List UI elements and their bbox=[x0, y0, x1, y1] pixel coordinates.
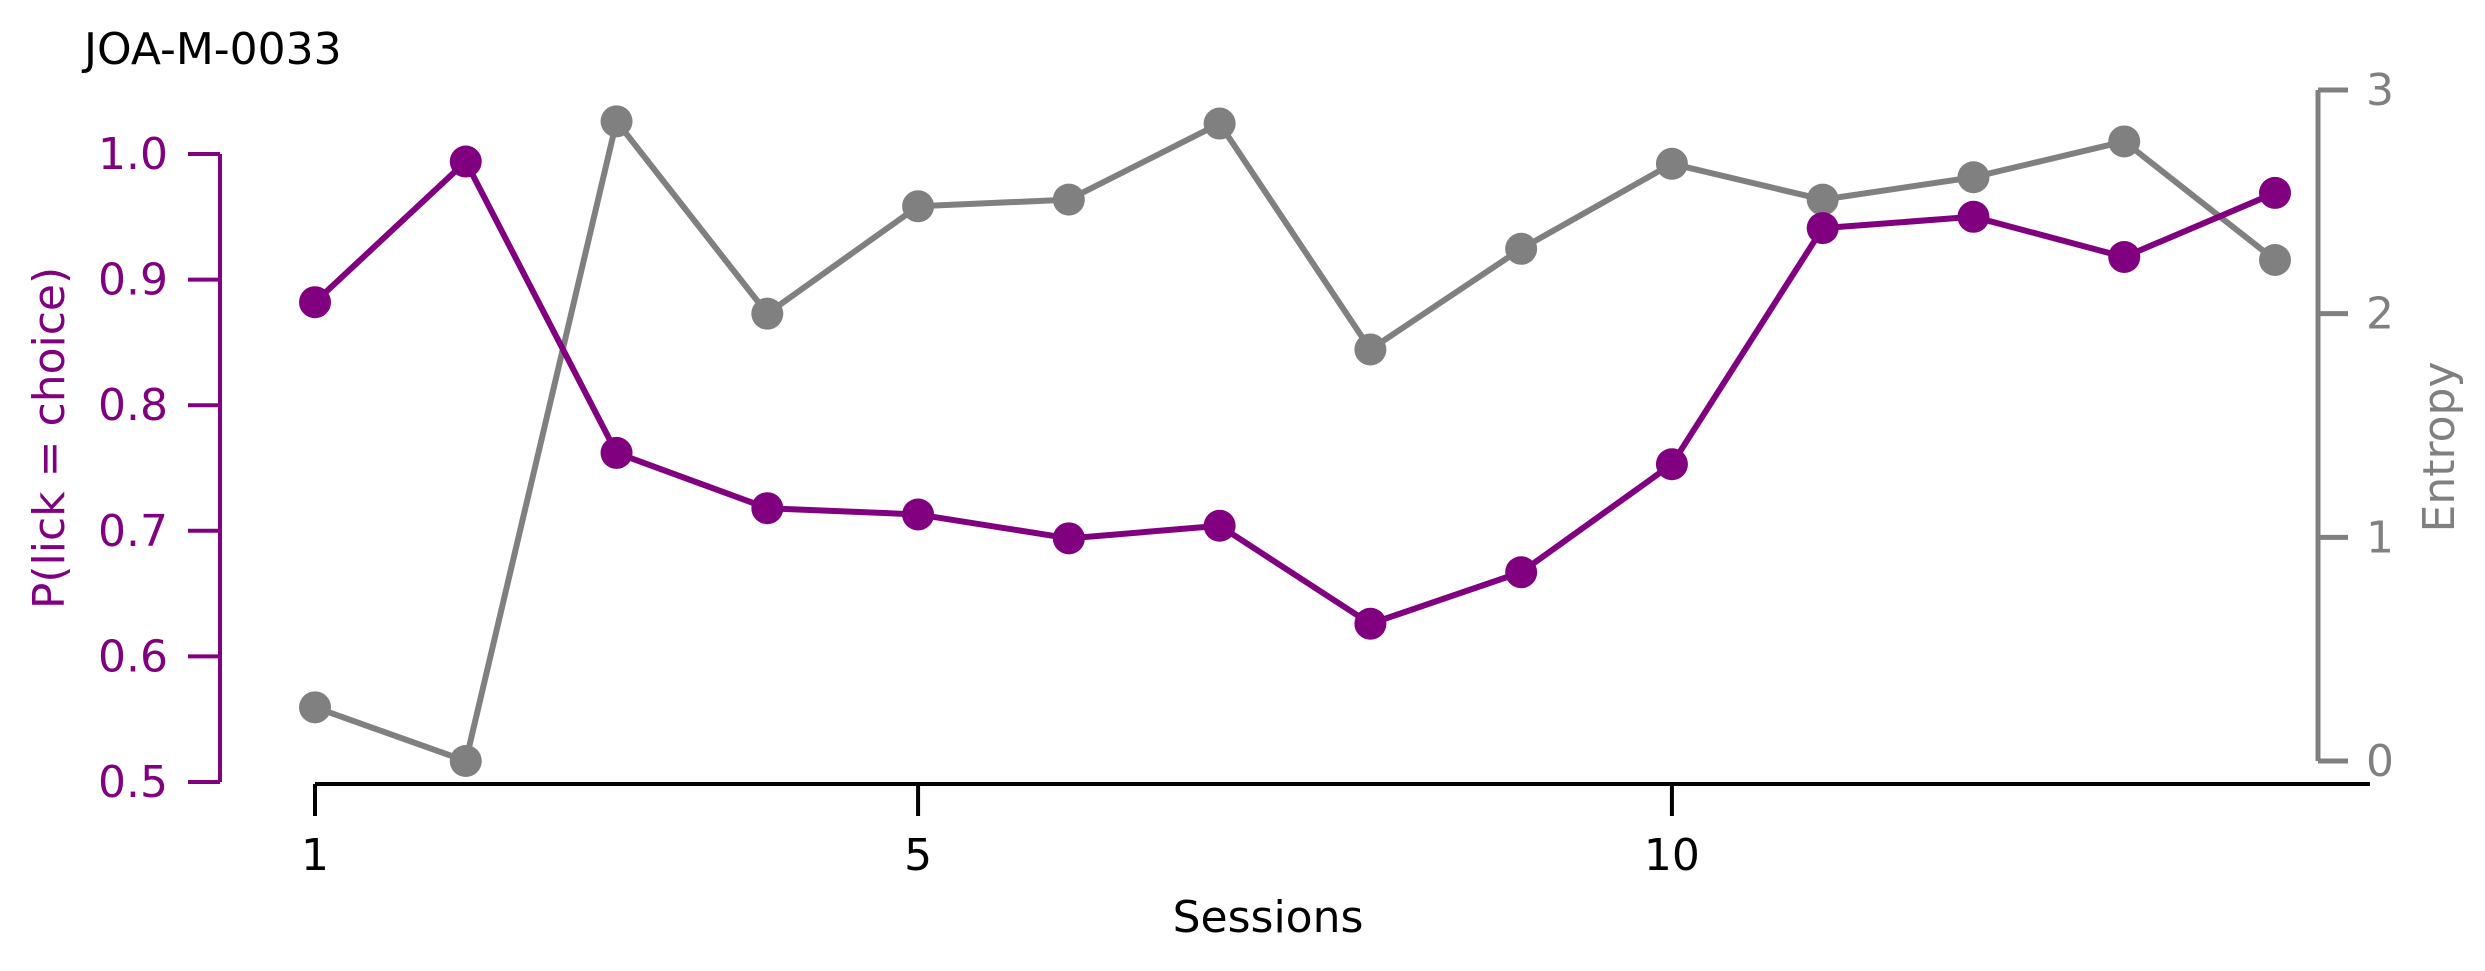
right-y-axis-label: Entropy bbox=[2414, 362, 2465, 533]
left-y-tick-label: 0.6 bbox=[98, 631, 168, 682]
data-point bbox=[2108, 125, 2141, 158]
series-right bbox=[299, 105, 2291, 777]
data-point bbox=[1957, 200, 1990, 233]
data-point bbox=[1806, 212, 1839, 245]
data-point bbox=[1806, 183, 1839, 216]
data-point bbox=[2108, 240, 2141, 273]
data-point bbox=[751, 297, 784, 330]
series-layer bbox=[299, 105, 2291, 777]
left-y-tick-label: 0.9 bbox=[98, 255, 168, 306]
data-point bbox=[1052, 522, 1085, 555]
data-point bbox=[449, 745, 482, 777]
right-y-tick-label: 0 bbox=[2366, 736, 2394, 787]
data-point bbox=[449, 145, 482, 178]
right-y-tick-label: 3 bbox=[2366, 65, 2394, 116]
left-y-tick-label: 1.0 bbox=[98, 129, 168, 180]
left-y-axis-label: P(lick = choice) bbox=[24, 267, 75, 609]
data-point bbox=[1957, 161, 1990, 194]
data-point bbox=[1052, 183, 1085, 216]
data-point bbox=[902, 190, 935, 223]
data-point bbox=[600, 436, 633, 469]
series-line bbox=[313, 118, 2277, 764]
right-y-tick-label: 1 bbox=[2366, 512, 2394, 563]
data-point bbox=[299, 286, 331, 319]
left-y-axis: 0.5 0.6 0.7 0.8 0.9 1.0 bbox=[98, 129, 222, 808]
x-tick-label: 5 bbox=[904, 830, 932, 881]
data-point bbox=[1203, 107, 1236, 140]
data-point bbox=[1203, 509, 1236, 542]
right-y-tick-label: 2 bbox=[2366, 289, 2394, 340]
data-point bbox=[1655, 448, 1688, 481]
left-y-tick-label: 0.8 bbox=[98, 380, 168, 431]
left-y-tick-label: 0.5 bbox=[98, 757, 168, 808]
data-point bbox=[1505, 556, 1538, 589]
data-point bbox=[2259, 243, 2291, 276]
data-point bbox=[1354, 333, 1387, 366]
data-point bbox=[1354, 607, 1387, 640]
data-point bbox=[902, 498, 935, 531]
data-point bbox=[2259, 176, 2291, 209]
left-y-tick-label: 0.7 bbox=[98, 506, 168, 557]
series-left bbox=[299, 145, 2291, 640]
series-line bbox=[312, 158, 2277, 627]
data-point bbox=[299, 691, 331, 724]
data-point bbox=[1655, 147, 1688, 180]
data-point bbox=[751, 492, 784, 525]
data-point bbox=[600, 105, 633, 138]
right-y-axis: 0 1 2 3 bbox=[2315, 65, 2394, 787]
x-axis-label: Sessions bbox=[1173, 892, 1364, 943]
x-axis: 1 5 10 bbox=[301, 782, 2370, 881]
x-tick-label: 10 bbox=[1644, 830, 1700, 881]
x-tick-label: 1 bbox=[301, 830, 329, 881]
data-point bbox=[1505, 232, 1538, 265]
chart-title: JOA-M-0033 bbox=[81, 24, 342, 75]
